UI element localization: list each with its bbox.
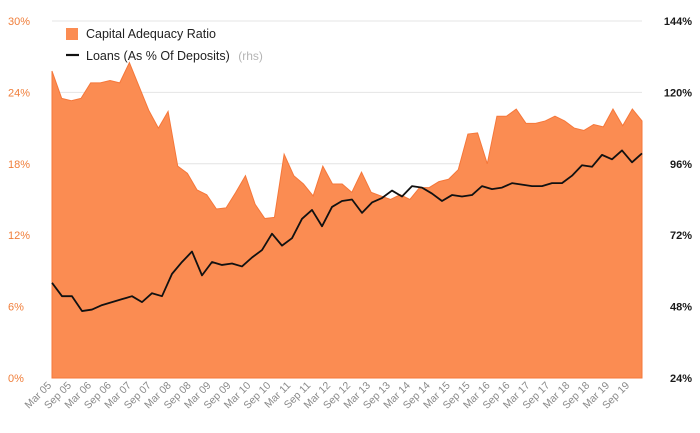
right-tick-label: 72% — [670, 230, 692, 242]
right-tick-label: 144% — [664, 16, 692, 28]
loans-line-layer — [51, 149, 643, 312]
right-tick-label: 120% — [664, 87, 692, 99]
left-tick-label: 6% — [8, 302, 24, 314]
left-axis: 0% 6% 12% 18% 24% 30% — [8, 16, 30, 385]
legend-label-loans-note: (rhs) — [238, 49, 263, 63]
left-tick-label: 18% — [8, 159, 30, 171]
right-tick-label: 96% — [670, 159, 692, 171]
loans-line — [51, 149, 643, 312]
legend-label-loans-text: Loans (As % Of Deposits) — [86, 49, 230, 63]
capital-adequacy-area-layer — [51, 61, 643, 379]
capital-adequacy-area — [51, 61, 643, 379]
legend-label-loans: Loans (As % Of Deposits) (rhs) — [86, 47, 263, 64]
legend: Capital Adequacy Ratio Loans (As % Of De… — [66, 27, 263, 64]
right-tick-label: 48% — [670, 302, 692, 314]
legend-swatch-capital-adequacy — [66, 28, 78, 40]
left-tick-label: 30% — [8, 16, 30, 28]
right-axis: 24% 48% 72% 96% 120% 144% — [664, 16, 692, 385]
right-tick-label: 24% — [670, 373, 692, 385]
legend-label-capital-adequacy: Capital Adequacy Ratio — [86, 27, 216, 41]
left-tick-label: 0% — [8, 373, 24, 385]
left-tick-label: 12% — [8, 230, 30, 242]
left-tick-label: 24% — [8, 87, 30, 99]
